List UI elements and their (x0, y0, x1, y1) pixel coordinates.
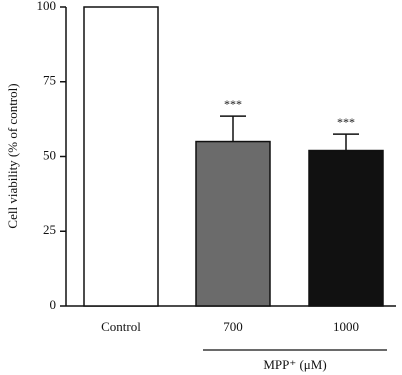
bar (83, 6, 159, 307)
group-label: MPP⁺ (μM) (263, 357, 326, 372)
x-tick-label: 1000 (333, 319, 359, 334)
y-tick-label: 50 (43, 147, 56, 162)
x-tick-label: Control (101, 319, 141, 334)
y-axis-label: Cell viability (% of control) (5, 83, 20, 228)
significance-label: *** (224, 97, 242, 111)
y-tick-label: 100 (37, 0, 57, 13)
error-bar (220, 115, 246, 142)
significance-label: *** (337, 115, 355, 129)
x-tick-label: 700 (223, 319, 243, 334)
y-tick-label: 25 (43, 222, 56, 237)
bar (195, 140, 271, 307)
error-bar (333, 133, 359, 151)
y-tick-label: 75 (43, 73, 56, 88)
y-tick-label: 0 (50, 297, 57, 312)
bar (308, 149, 384, 307)
